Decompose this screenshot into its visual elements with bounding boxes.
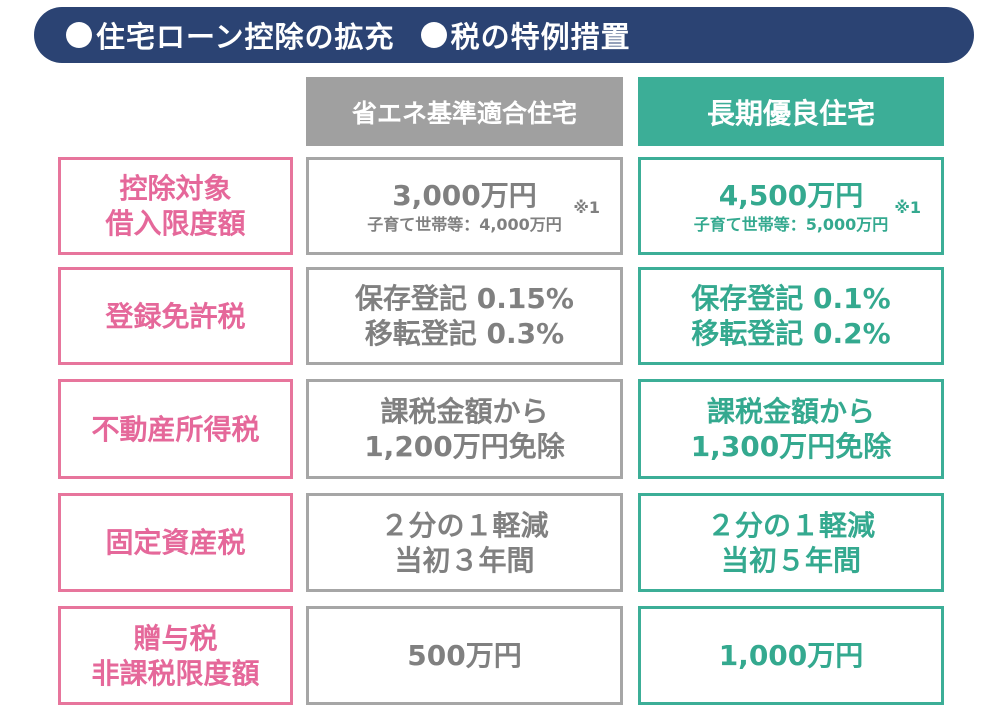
row-label-line: 登録免許税	[105, 299, 246, 333]
value-line: 移転登記 0.3%	[364, 317, 565, 350]
energy-property-tax: ２分の１軽減 当初３年間	[306, 493, 623, 592]
value-line: 1,000万円	[718, 639, 864, 672]
footnote-mark: ※1	[894, 198, 921, 217]
energy-registration-tax: 保存登記 0.15% 移転登記 0.3%	[306, 267, 623, 365]
longterm-real-estate-tax: 課税金額から 1,300万円免除	[638, 379, 944, 479]
value-line: 移転登記 0.2%	[691, 317, 891, 350]
banner-item-tax-label: 税の特例措置	[450, 20, 631, 54]
longterm-borrowing-limit: 4,500万円 ※1 子育て世帯等：5,000万円	[638, 157, 944, 255]
energy-real-estate-tax: 課税金額から 1,200万円免除	[306, 379, 623, 479]
value-line: ２分の１軽減	[706, 508, 875, 542]
row-label-property-tax: 固定資産税	[58, 493, 293, 592]
row-label-gift-tax: 贈与税 非課税限度額	[58, 606, 293, 705]
value-line: ２分の１軽減	[380, 508, 549, 542]
value-line: 当初３年間	[394, 543, 535, 577]
row-label-line: 不動産所得税	[91, 412, 260, 446]
energy-gift-tax: 500万円	[306, 606, 623, 705]
longterm-property-tax: ２分の１軽減 当初５年間	[638, 493, 944, 592]
row-label-line: 借入限度額	[105, 207, 246, 240]
bullet-icon	[66, 22, 92, 48]
value-line: 課税金額から	[380, 395, 549, 428]
row-label-real-estate-tax: 不動産所得税	[58, 379, 293, 479]
longterm-gift-tax: 1,000万円	[638, 606, 944, 705]
value-line: 3,000万円	[392, 178, 537, 212]
column-header-energy: 省エネ基準適合住宅	[306, 77, 623, 146]
value-line: 課税金額から	[706, 395, 875, 428]
row-label-line: 非課税限度額	[91, 656, 260, 690]
value-line: 500万円	[407, 639, 522, 672]
title-banner: 住宅ローン控除の拡充 税の特例措置	[34, 7, 974, 63]
row-label-line: 固定資産税	[105, 526, 246, 559]
value-subline: 子育て世帯等：5,000万円	[693, 214, 889, 234]
row-label-registration-tax: 登録免許税	[58, 267, 293, 365]
footnote-mark: ※1	[573, 198, 600, 217]
value-line: 保存登記 0.15%	[355, 282, 574, 315]
row-label-borrowing-limit: 控除対象 借入限度額	[58, 157, 293, 255]
energy-borrowing-limit: 3,000万円 ※1 子育て世帯等：4,000万円	[306, 157, 623, 255]
value-line: 4,500万円	[718, 178, 864, 212]
bullet-icon	[420, 22, 447, 48]
banner-item-tax: 税の特例措置	[420, 14, 631, 56]
banner-item-loan-label: 住宅ローン控除の拡充	[96, 20, 395, 54]
value-line: 当初５年間	[720, 543, 861, 577]
value-line: 1,200万円免除	[364, 430, 565, 463]
value-line: 保存登記 0.1%	[691, 282, 891, 315]
value-line: 1,300万円免除	[690, 430, 892, 463]
row-label-line: 贈与税	[133, 621, 218, 655]
banner-item-loan: 住宅ローン控除の拡充	[66, 14, 395, 56]
row-label-line: 控除対象	[119, 172, 232, 205]
value-subline: 子育て世帯等：4,000万円	[367, 214, 562, 234]
column-header-longterm: 長期優良住宅	[638, 77, 944, 146]
longterm-registration-tax: 保存登記 0.1% 移転登記 0.2%	[638, 267, 944, 365]
